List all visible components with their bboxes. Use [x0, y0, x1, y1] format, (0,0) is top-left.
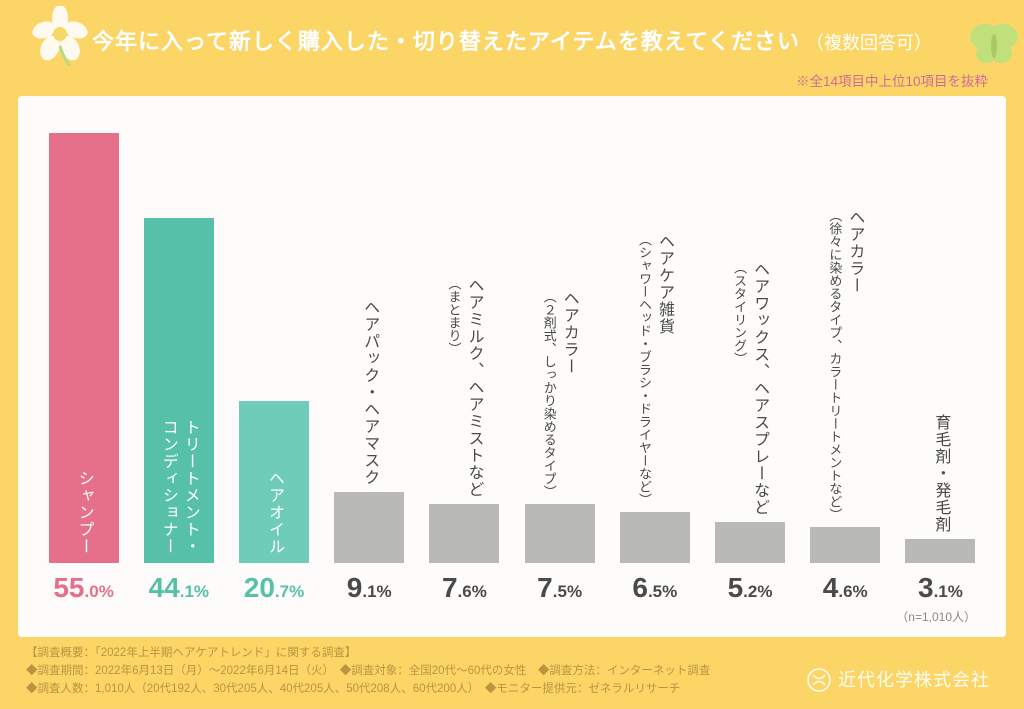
bar-percent: 55.0% — [36, 572, 131, 604]
chart-title: 今年に入って新しく購入した・切り替えたアイテムを教えてください （複数回答可） — [12, 10, 1012, 66]
bar: トリートメント・コンディショナー — [144, 218, 214, 563]
bar-label: ヘアパック・ヘアマスク — [359, 299, 379, 486]
bar-slot: 育毛剤・発毛剤 — [893, 539, 988, 563]
bar-label: ヘアミルク、ヘアミストなど（まとまり） — [445, 277, 483, 498]
bar-slot: ヘアワックス、ヘアスプレーなど（スタイリング） — [702, 522, 797, 563]
chart-panel: シャンプートリートメント・コンディショナーヘアオイルヘアパック・ヘアマスクヘアミ… — [18, 96, 1006, 637]
bar-slot: ヘアケア雑貨（シャワーヘッド・ブラシ・ドライヤーなど） — [607, 512, 702, 563]
bar-label: ヘアケア雑貨（シャワーヘッド・ブラシ・ドライヤーなど） — [636, 233, 674, 506]
bar-label-main: ヘアミルク、ヘアミストなど — [464, 277, 484, 498]
bar-label: ヘアカラー（２剤式、しっかり染めるタイプ） — [540, 290, 578, 498]
bar-label: ヘアオイル — [264, 470, 284, 555]
bar — [905, 539, 975, 563]
bar-slot: ヘアカラー（２剤式、しっかり染めるタイプ） — [512, 504, 607, 563]
bar-label-main: シャンプー — [74, 470, 94, 555]
bar — [429, 504, 499, 563]
bar-label: ヘアカラー（徐々に染めるタイプ、カラートリートメントなど） — [826, 209, 864, 521]
n-note: （n=1,010人） — [28, 604, 996, 625]
bar-label: 育毛剤・発毛剤 — [930, 414, 950, 533]
top-note: ※全14項目中上位10項目を抜粋 — [12, 66, 1012, 90]
bar: ヘアオイル — [239, 401, 309, 563]
bars-row: シャンプートリートメント・コンディショナーヘアオイルヘアパック・ヘアマスクヘアミ… — [28, 104, 996, 564]
bar — [715, 522, 785, 563]
bar-percent: 5.2% — [702, 572, 797, 604]
bar-label-sub: コンディショナー — [158, 419, 178, 555]
bar-slot: トリートメント・コンディショナー — [131, 218, 226, 563]
title-sub: （複数回答可） — [806, 33, 932, 53]
bar-label: シャンプー — [74, 470, 94, 555]
bar-label-main: ヘアオイル — [264, 470, 284, 555]
bar-label-main: ヘアワックス、ヘアスプレーなど — [749, 261, 769, 516]
bar-percent: 20.7% — [226, 572, 321, 604]
brand-name: 近代化学株式会社 — [838, 667, 990, 695]
bar — [334, 492, 404, 563]
bar-slot: ヘアパック・ヘアマスク — [322, 492, 417, 563]
bar — [525, 504, 595, 563]
bar-percent: 3.1% — [893, 572, 988, 604]
bar-label-main: ヘアカラー — [844, 209, 864, 521]
bar-percent: 4.6% — [798, 572, 893, 604]
bar-slot: ヘアカラー（徐々に染めるタイプ、カラートリートメントなど） — [798, 527, 893, 563]
bar-label-main: ヘアカラー — [559, 290, 579, 498]
bar-percent: 9.1% — [322, 572, 417, 604]
bar-percent: 7.6% — [417, 572, 512, 604]
bar-slot: シャンプー — [36, 133, 131, 563]
bar-label-main: 育毛剤・発毛剤 — [930, 414, 950, 533]
bar-percent: 6.5% — [607, 572, 702, 604]
bar-percent: 44.1% — [131, 572, 226, 604]
bar — [620, 512, 690, 563]
bar-percent: 7.5% — [512, 572, 607, 604]
bar-label: トリートメント・コンディショナー — [158, 419, 200, 555]
bar-label-main: ヘアパック・ヘアマスク — [359, 299, 379, 486]
pct-row: 55.0%44.1%20.7%9.1%7.6%7.5%6.5%5.2%4.6%3… — [28, 564, 996, 604]
bar-label-sub: （スタイリング） — [731, 261, 747, 516]
bar-label-sub: （シャワーヘッド・ブラシ・ドライヤーなど） — [636, 233, 652, 506]
title-main: 今年に入って新しく購入した・切り替えたアイテムを教えてください — [92, 29, 800, 54]
bar-label-main: トリートメント・ — [180, 419, 200, 555]
bar-label: ヘアワックス、ヘアスプレーなど（スタイリング） — [731, 261, 769, 516]
brand-logo-icon — [807, 668, 831, 692]
bar-slot: ヘアオイル — [226, 401, 321, 563]
bar-label-sub: （まとまり） — [445, 277, 461, 498]
bar-label-main: ヘアケア雑貨 — [654, 233, 674, 506]
bar-label-sub: （２剤式、しっかり染めるタイプ） — [540, 290, 556, 498]
footer-line-1: 【調査概要：「2022年上半期ヘアケアトレンド」に関する調査】 — [26, 645, 1002, 663]
bar: シャンプー — [49, 133, 119, 563]
footer: 【調査概要：「2022年上半期ヘアケアトレンド」に関する調査】 ◆調査期間：20… — [12, 637, 1012, 708]
bar-label-sub: （徐々に染めるタイプ、カラートリートメントなど） — [826, 209, 842, 521]
brand: 近代化学株式会社 — [807, 667, 990, 695]
bar-slot: ヘアミルク、ヘアミストなど（まとまり） — [417, 504, 512, 563]
bar — [810, 527, 880, 563]
